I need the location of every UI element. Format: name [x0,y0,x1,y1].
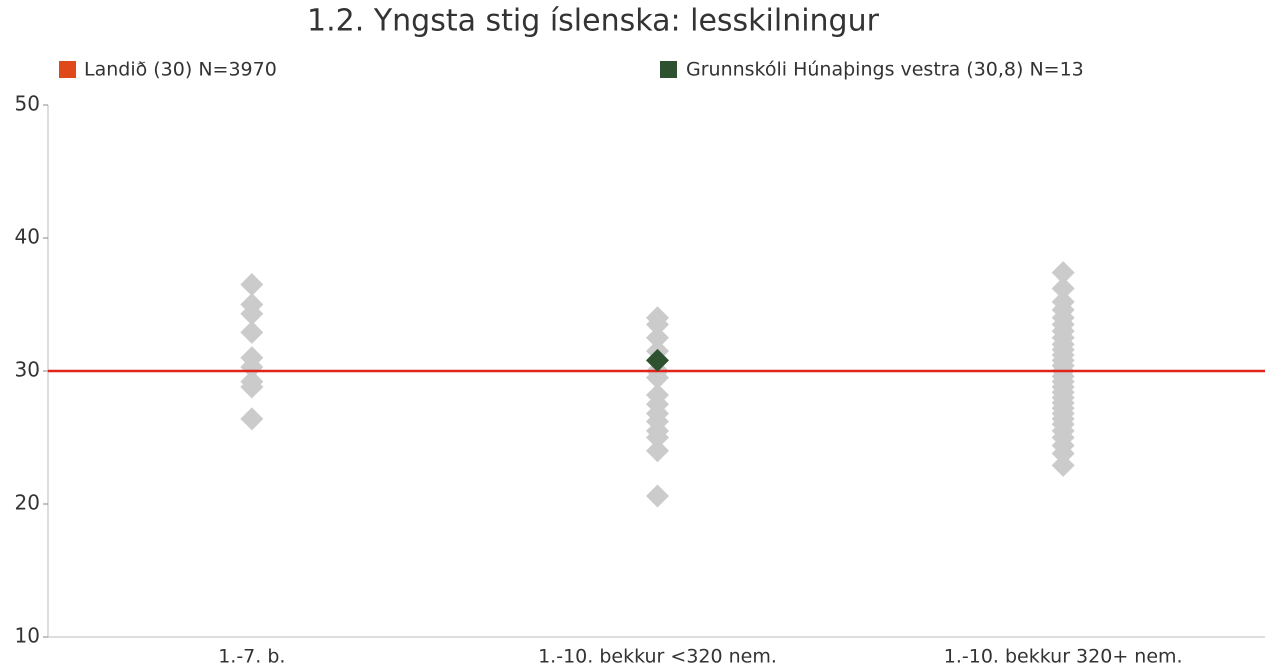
y-tick-label: 10 [15,624,40,648]
chart-title: 1.2. Yngsta stig íslenska: lesskilningur [307,4,880,39]
legend-swatch [59,61,76,78]
point [240,375,264,399]
point [240,273,264,297]
point [646,326,669,350]
legend-label: Grunnskóli Húnaþings vestra (30,8) N=13 [686,59,1084,81]
point [1051,277,1075,301]
highlight-point [646,348,669,372]
y-tick-label: 50 [15,92,40,116]
point [646,439,669,463]
point [240,320,264,344]
point [646,484,669,508]
y-tick-label: 40 [15,225,40,249]
legend-swatch [660,61,677,78]
point [646,426,669,449]
point [240,407,264,431]
y-tick-label: 30 [15,358,40,382]
y-tick-label: 20 [15,491,40,515]
x-tick-label: 1.-10. bekkur 320+ nem. [944,646,1183,668]
x-tick-label: 1.-10. bekkur <320 nem. [538,646,777,668]
point [1051,441,1075,465]
point [1051,453,1075,477]
point [1051,261,1075,285]
point [240,302,264,326]
x-tick-label: 1.-7. b. [218,646,285,668]
point [646,312,669,336]
legend-label: Landið (30) N=3970 [84,59,277,81]
point [240,355,264,379]
